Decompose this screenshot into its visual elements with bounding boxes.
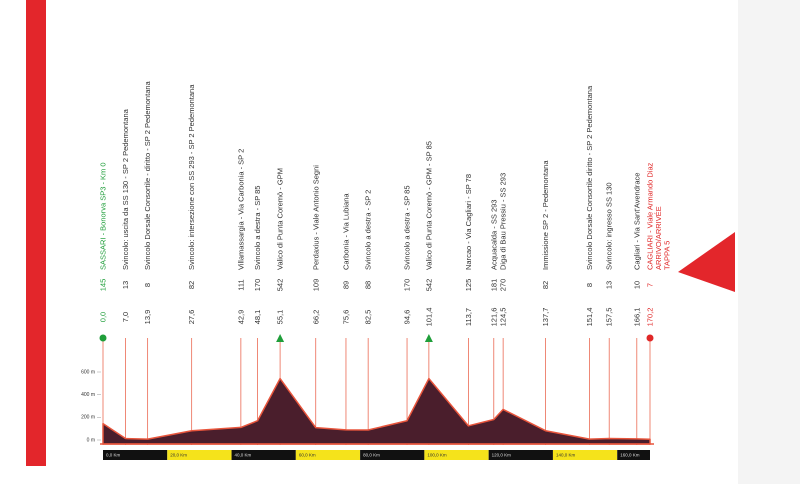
- gpm-marker: [424, 334, 433, 342]
- location-label: Svincolo a destra - SP 85: [403, 186, 412, 271]
- x-tick-label: 40,0 Km: [235, 453, 252, 458]
- altitude-label: 181: [489, 279, 498, 292]
- gpm-marker: [276, 334, 285, 342]
- location-label: Immissione SP 2 - Pedemontana: [541, 160, 550, 270]
- altitude-label: 89: [341, 281, 350, 289]
- km-label: 7,0: [121, 312, 130, 322]
- altitude-label: 10: [632, 281, 641, 289]
- finish-label: ARRIVO/ARRIVÉE: [654, 206, 663, 270]
- location-label: Diga di Bau Pressiu - SS 293: [499, 173, 508, 270]
- location-label: Svincolo: ingresso SS 130: [605, 182, 614, 270]
- x-tick-label: 140,0 Km: [556, 453, 576, 458]
- location-label: Acquacalda - SS 293: [489, 200, 498, 270]
- x-tick-label: 120,0 Km: [492, 453, 512, 458]
- altitude-label: 8: [143, 283, 152, 287]
- altitude-label: 170: [403, 279, 412, 292]
- location-label: Valico di Punta Coremò - GPM - SP 85: [424, 141, 433, 270]
- km-label: 166,1: [632, 308, 641, 327]
- altitude-label: 170: [253, 279, 262, 292]
- km-label: 75,6: [341, 310, 350, 325]
- altitude-label: 82: [541, 281, 550, 289]
- location-label: Valico di Punta Coremò - GPM: [276, 168, 285, 270]
- altitude-label: 542: [424, 279, 433, 292]
- location-label: Svincolo Dorsale Consortile - diritto - …: [143, 80, 152, 270]
- km-segment: [103, 450, 168, 460]
- location-label: SASSARI - Bonorva SP3 - Km 0: [99, 162, 108, 270]
- elevation-area: [102, 377, 651, 445]
- start-marker: [99, 334, 107, 342]
- location-label: Svincolo a destra - SP 85: [253, 186, 262, 271]
- x-tick-label: 100,0 Km: [427, 453, 447, 458]
- km-label: 13,9: [143, 310, 152, 325]
- altitude-label: 109: [311, 279, 320, 292]
- x-tick-label: 160,0 Km: [620, 453, 640, 458]
- km-label: 82,5: [364, 310, 373, 325]
- finish-label: TAPPA 5: [663, 241, 672, 270]
- location-label: Svincolo: uscita da SS 130 - SP 2 Pedemo…: [121, 108, 130, 270]
- altitude-label: 145: [99, 279, 108, 292]
- y-tick-label: 0 m: [87, 437, 95, 443]
- x-tick-label: 0,0 Km: [106, 453, 121, 458]
- altitude-label: 88: [364, 281, 373, 289]
- km-label: 113,7: [464, 308, 473, 326]
- y-tick-label: 400 m: [81, 392, 95, 398]
- km-segment: [231, 450, 296, 460]
- km-label: 55,1: [276, 310, 285, 325]
- finish-marker: [646, 334, 654, 342]
- altitude-label: 125: [464, 279, 473, 292]
- altitude-label: 13: [605, 281, 614, 289]
- location-label: Cagliari - Via Sant'Avendrace: [632, 173, 641, 270]
- y-tick-label: 600 m: [81, 369, 95, 375]
- km-segment: [617, 450, 650, 460]
- km-label: 151,4: [585, 308, 594, 327]
- km-segment: [552, 450, 618, 460]
- location-label: Svincolo: intersezione con SS 293 - SP 2…: [187, 84, 196, 270]
- location-label: Svincolo Dorsale Consortile diritto - SP…: [585, 85, 594, 270]
- km-label: 94,6: [403, 310, 412, 325]
- location-label: Carbonia - Via Lubiana: [341, 193, 350, 270]
- altitude-label: 82: [187, 281, 196, 289]
- altitude-label: 8: [585, 283, 594, 287]
- km-label: 66,2: [311, 310, 320, 325]
- km-label: 124,5: [499, 308, 508, 327]
- km-label: 48,1: [253, 310, 262, 325]
- altitude-label: 7: [646, 283, 655, 287]
- km-segment: [360, 450, 425, 460]
- x-tick-label: 20,0 Km: [170, 453, 187, 458]
- location-label: CAGLIARI - Viale Armando Diaz: [646, 162, 655, 270]
- altitude-label: 13: [121, 281, 130, 289]
- location-label: Perdaxius - Viale Antonio Segni: [311, 165, 320, 270]
- km-segment: [488, 450, 553, 460]
- altitude-label: 542: [276, 279, 285, 292]
- location-label: Villamassargia - Via Carbonia - SP 2: [236, 149, 245, 270]
- km-label: 121,6: [489, 308, 498, 327]
- red-band: [26, 0, 46, 466]
- side-panel: [738, 0, 800, 484]
- km-label: 137,7: [541, 308, 550, 327]
- km-label: 27,6: [187, 310, 196, 325]
- km-label: 42,9: [236, 310, 245, 325]
- km-label: 101,4: [424, 308, 433, 327]
- altitude-label: 270: [499, 279, 508, 292]
- flag-icon: [678, 232, 735, 292]
- x-tick-label: 60,0 Km: [299, 453, 316, 458]
- y-tick-label: 200 m: [81, 415, 95, 421]
- altitude-label: 111: [236, 279, 245, 290]
- km-label: 157,5: [605, 308, 614, 327]
- km-segment: [295, 450, 361, 460]
- x-tick-label: 80,0 Km: [363, 453, 380, 458]
- km-label: 0,0: [99, 312, 108, 322]
- km-segment: [167, 450, 232, 460]
- km-label: 170,2: [646, 308, 655, 327]
- location-label: Narcao - Via Cagliari - SP 78: [464, 174, 473, 270]
- km-segment: [424, 450, 489, 460]
- location-label: Svincolo a destra - SP 2: [364, 190, 373, 270]
